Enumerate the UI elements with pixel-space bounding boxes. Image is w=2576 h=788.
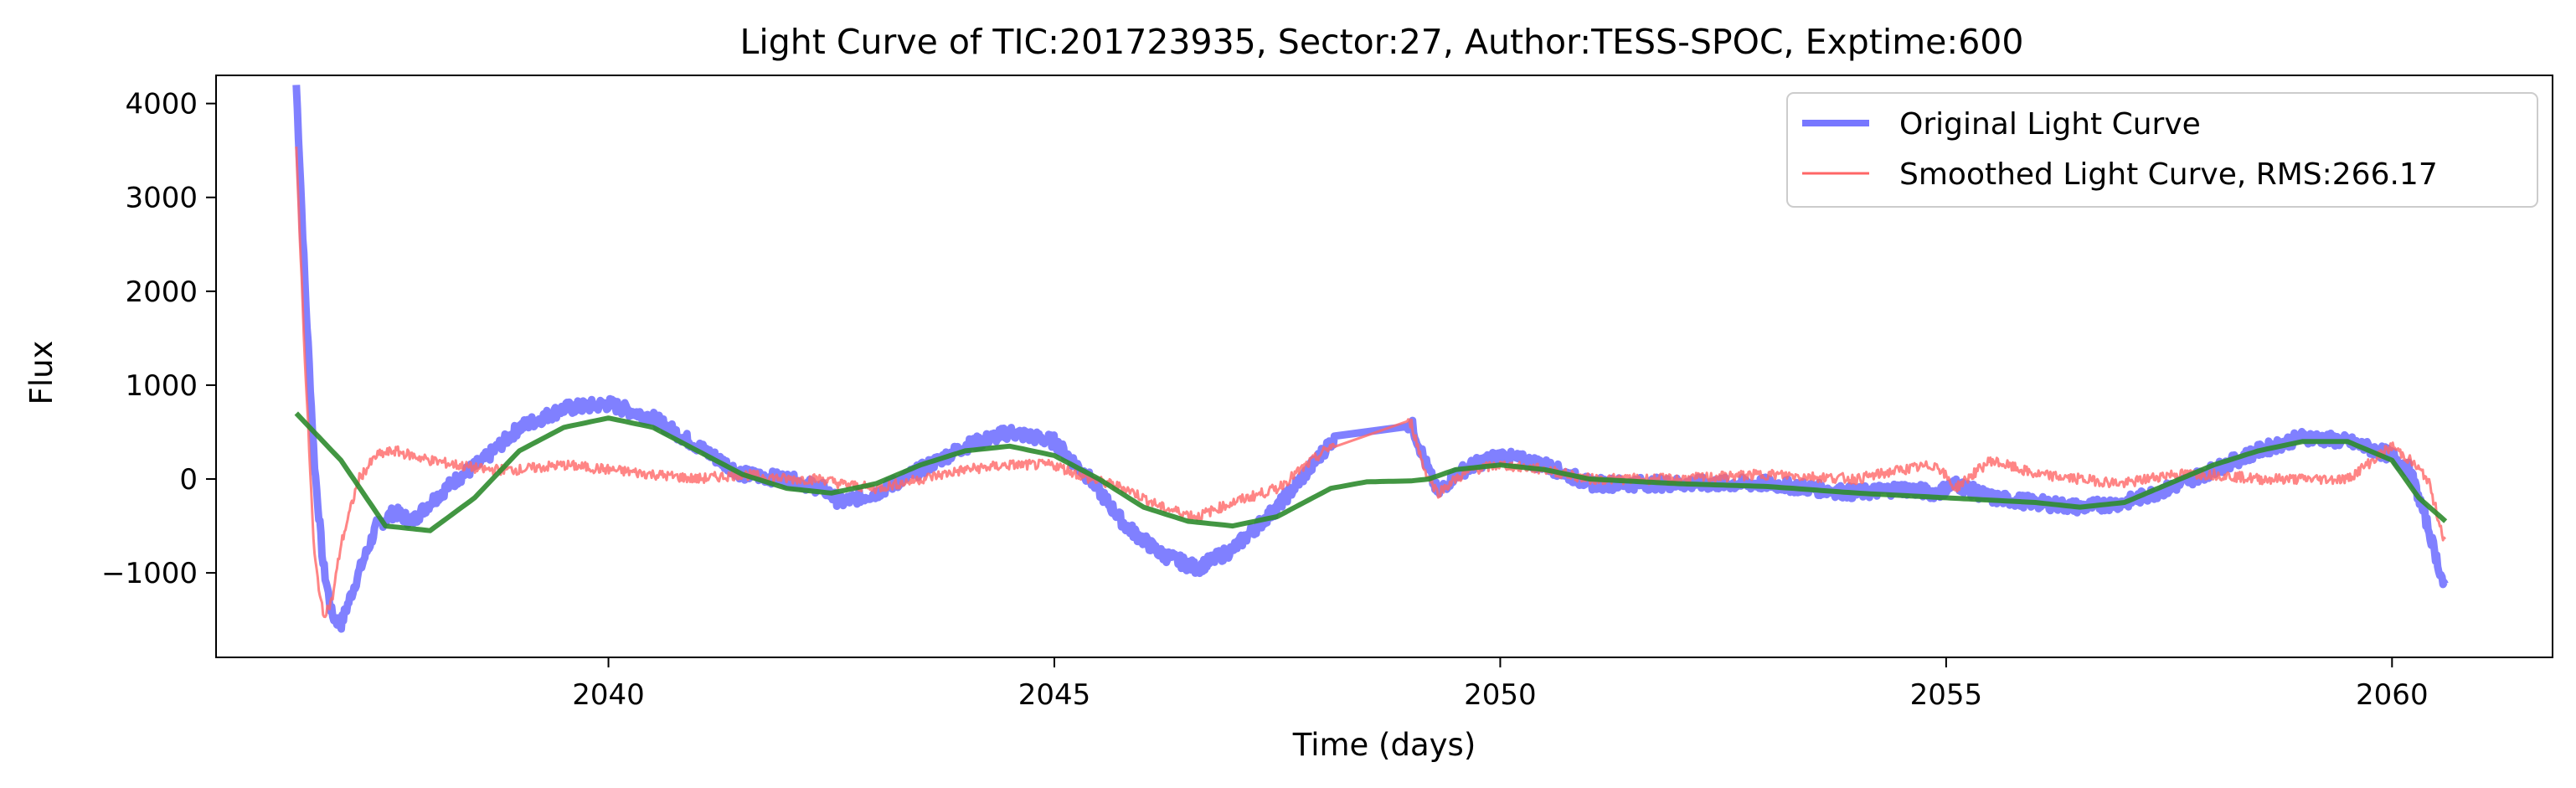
y-tick-label: 3000 bbox=[125, 182, 198, 215]
y-tick-label: 4000 bbox=[125, 88, 198, 121]
x-tick-label: 2045 bbox=[1018, 678, 1091, 712]
y-axis-label: Flux bbox=[23, 341, 59, 405]
y-tick-label: −1000 bbox=[101, 557, 198, 590]
x-axis-label: Time (days) bbox=[1292, 727, 1476, 763]
x-tick-label: 2040 bbox=[572, 678, 645, 712]
legend-box bbox=[1786, 92, 2538, 208]
legend-smoothed-label: Smoothed Light Curve, RMS:266.17 bbox=[1899, 157, 2438, 192]
legend-original-label: Original Light Curve bbox=[1899, 107, 2201, 142]
series-layer bbox=[292, 85, 2449, 633]
y-tick-label: 1000 bbox=[125, 369, 198, 403]
y-axis: −1000 0 1000 2000 3000 4000 bbox=[101, 88, 216, 590]
plot-frame bbox=[215, 75, 2553, 658]
plot-area bbox=[215, 75, 2553, 658]
x-axis: 2040 2045 2050 2055 2060 bbox=[572, 657, 2429, 712]
legend: Original Light Curve Smoothed Light Curv… bbox=[1786, 92, 2538, 208]
x-tick-label: 2055 bbox=[1910, 678, 1983, 712]
chart-title: Light Curve of TIC:201723935, Sector:27,… bbox=[740, 22, 2024, 62]
x-tick-label: 2050 bbox=[1464, 678, 1537, 712]
x-tick-label: 2060 bbox=[2356, 678, 2429, 712]
smoothed-light-curve-line bbox=[295, 147, 2447, 619]
y-tick-label: 2000 bbox=[125, 276, 198, 309]
trend-line bbox=[294, 411, 2448, 533]
y-tick-label: 0 bbox=[179, 463, 198, 497]
